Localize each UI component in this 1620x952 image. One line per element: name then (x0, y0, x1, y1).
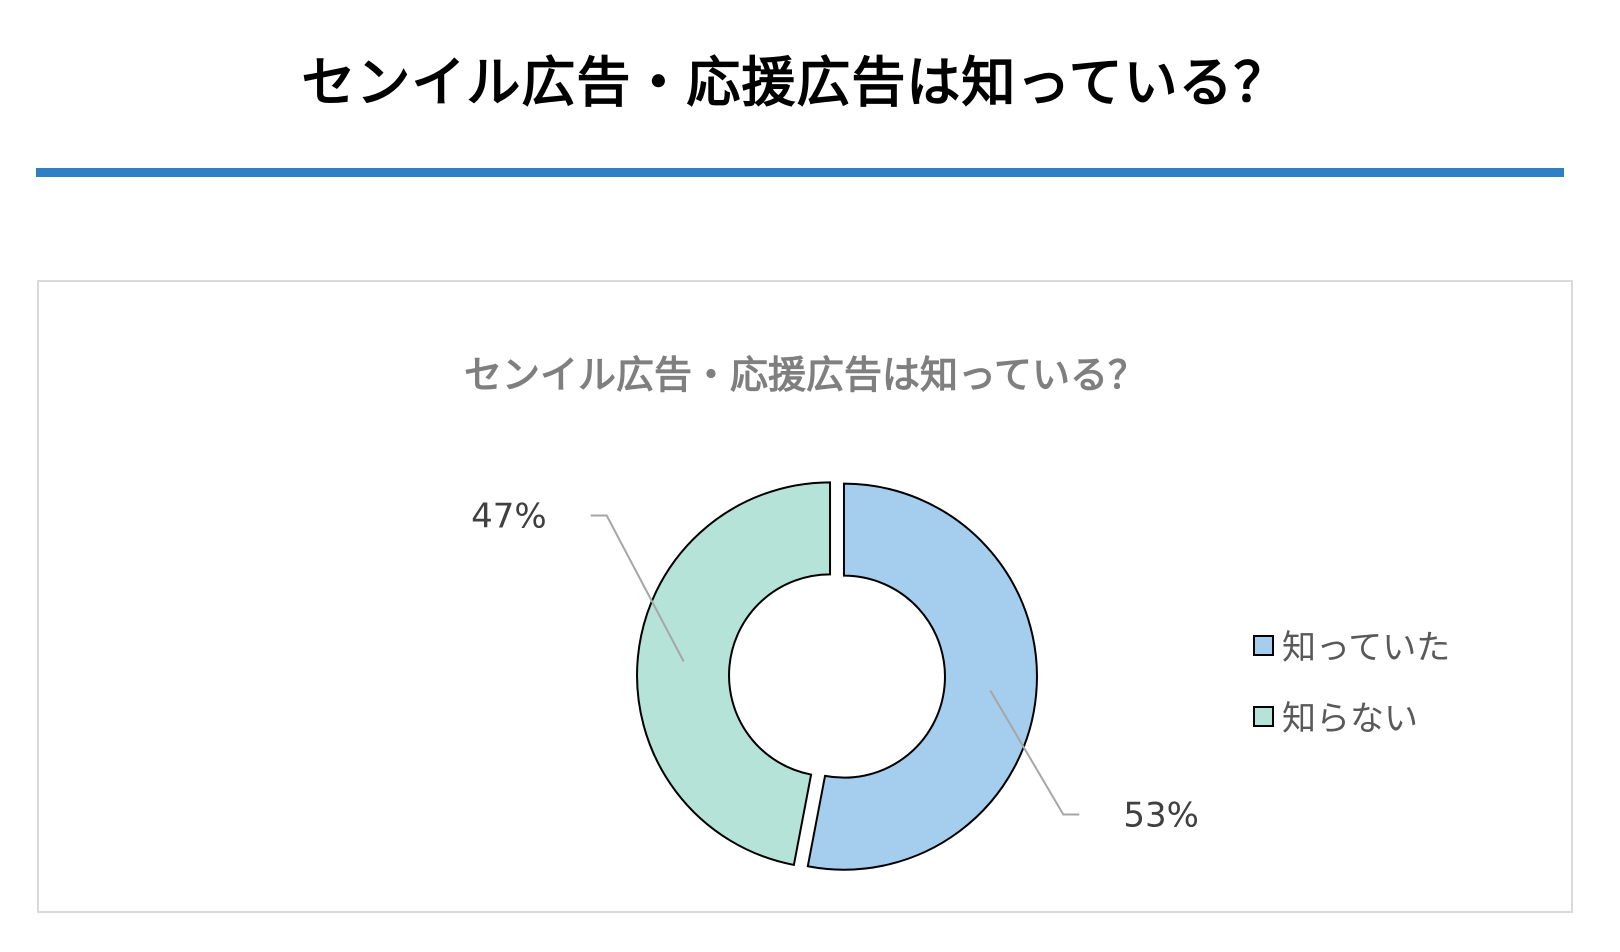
chart-frame: センイル広告・応援広告は知っている？ 53% 47% 知っていた知らない (37, 280, 1573, 913)
leader-line-2 (590, 514, 685, 662)
chart-leader-lines (590, 514, 1080, 816)
slice-2 (636, 481, 832, 867)
chart-slices (636, 481, 1038, 871)
legend-swatch-2 (1253, 706, 1274, 727)
title-divider (36, 168, 1564, 177)
data-label-2: 47% (471, 497, 547, 537)
data-label-1: 53% (1123, 795, 1199, 835)
legend-label-1: 知っていた (1282, 628, 1450, 668)
leader-line-1 (989, 689, 1080, 816)
legend-swatch-1 (1253, 635, 1274, 656)
chart-title: センイル広告・応援広告は知っている？ (464, 353, 1146, 397)
slice-1 (806, 482, 1038, 871)
legend-label-2: 知らない (1282, 699, 1418, 739)
page-title: センイル広告・応援広告は知っている？ (301, 51, 1289, 114)
chart-data-labels: 53% 47% (471, 497, 1199, 836)
